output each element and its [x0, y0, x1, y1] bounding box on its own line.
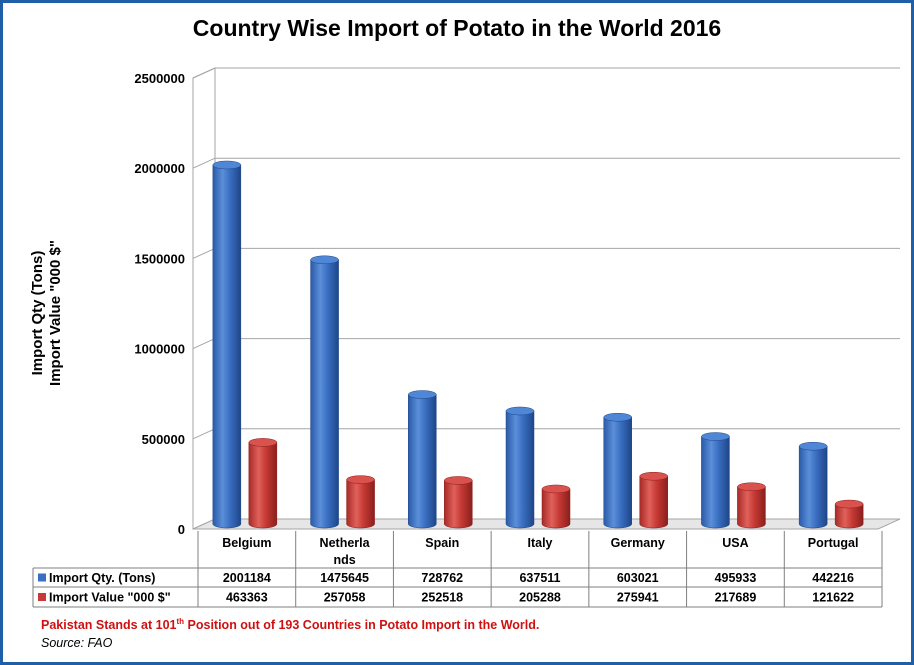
x-tick-label: Belgium [222, 536, 271, 550]
bar-qty-spain [408, 390, 437, 529]
x-tick-label: USA [722, 536, 748, 550]
table-cell: 728762 [421, 571, 463, 585]
legend-key-qty [38, 573, 46, 582]
bar-value-spain-body [444, 480, 473, 529]
table-cell: 121622 [812, 591, 854, 605]
bar-qty-portugal-cap [798, 441, 828, 451]
bar-value-portugal [834, 499, 864, 529]
bar-qty-italy-body [505, 410, 535, 529]
y-tick-label: 1000000 [134, 342, 185, 357]
bar-qty-netherlands [310, 255, 339, 529]
bar-value-portugal-cap [834, 499, 864, 509]
bar-qty-germany-cap [603, 412, 632, 422]
bar-qty-belgium-cap [212, 160, 242, 170]
footnote: Pakistan Stands at 101th Position out of… [41, 617, 539, 632]
table-cell: 603021 [617, 571, 659, 585]
side-wall [192, 67, 216, 530]
bar-qty-portugal [798, 441, 828, 529]
table-cell: 2001184 [223, 571, 271, 585]
footnote-superscript: th [176, 617, 185, 626]
bar-qty-belgium [212, 160, 242, 529]
bar-qty-usa [701, 432, 730, 529]
table-cell: 1475645 [320, 571, 369, 585]
y-tick-label: 0 [178, 522, 185, 537]
bar-value-spain-cap [444, 476, 473, 485]
x-tick-label: Italy [527, 536, 552, 550]
bar-value-spain [444, 476, 473, 529]
table-cell: 217689 [715, 591, 757, 605]
footnote-text-end: Position out of 193 Countries in Potato … [184, 618, 540, 633]
gridline-side [192, 157, 216, 169]
x-tick-label: nds [333, 553, 355, 567]
y-tick-label: 500000 [142, 432, 185, 447]
bar-qty-italy [505, 406, 535, 529]
bar-qty-portugal-body [798, 445, 828, 529]
bar-chart-plot: 0 500000 1000000 1500000 2000000 2500000 Belg… [32, 67, 901, 608]
gridline-side [192, 428, 216, 440]
table-cell: 252518 [421, 591, 463, 605]
table-cell: 495933 [715, 571, 757, 585]
data-table: Belgium Netherla nds Spain Italy Germany USA Po… [32, 531, 883, 608]
bar-value-italy-body [541, 488, 571, 529]
table-cell: 205288 [519, 591, 561, 605]
gridline-side [192, 247, 216, 259]
bar-qty-germany [603, 412, 632, 529]
x-tick-label: Portugal [808, 536, 859, 550]
footnote-text: Pakistan Stands at 101 [41, 618, 177, 633]
bar-value-belgium [248, 438, 278, 529]
legend-label: Import Qty. (Tons) [49, 571, 155, 585]
bar-value-germany [639, 471, 668, 529]
bar-qty-netherlands-cap [310, 255, 339, 265]
x-tick-label: Germany [611, 536, 665, 550]
x-tick-label: Netherla [320, 536, 371, 550]
bar-value-belgium-cap [248, 438, 278, 447]
bar-value-usa-body [737, 486, 766, 529]
bar-qty-germany-body [603, 416, 632, 529]
bar-qty-netherlands-body [310, 259, 339, 529]
gridline-side [192, 67, 216, 79]
bar-value-italy [541, 484, 571, 529]
table-cell: 637511 [519, 571, 560, 585]
y-tick-label: 2500000 [134, 71, 185, 86]
bar-qty-spain-cap [408, 390, 437, 399]
bar-value-netherlands [346, 475, 375, 529]
bar-value-netherlands-cap [346, 475, 375, 484]
table-cell: 275941 [617, 591, 659, 605]
bar-value-usa-cap [737, 482, 766, 491]
bar-value-italy-cap [541, 484, 571, 494]
bar-value-portugal-body [834, 503, 864, 529]
bar-qty-usa-cap [701, 432, 730, 441]
bars-layer [212, 160, 864, 529]
bar-value-germany-cap [639, 471, 668, 481]
bar-value-germany-body [639, 475, 668, 529]
table-cell: 257058 [324, 591, 366, 605]
source-note: Source: FAO [41, 636, 113, 650]
y-tick-label: 1500000 [134, 251, 185, 266]
legend-key-value [38, 593, 46, 601]
y-tick-label: 2000000 [134, 161, 185, 176]
bar-qty-spain-body [408, 394, 437, 529]
bar-value-belgium-body [248, 442, 278, 529]
bar-qty-usa-body [701, 436, 730, 529]
x-tick-label: Spain [425, 536, 459, 550]
legend-label: Import Value "000 $" [49, 591, 171, 605]
table-cell: 463363 [226, 591, 268, 605]
gridline-side [192, 338, 216, 350]
table-cell: 442216 [812, 571, 854, 585]
chart-title: Country Wise Import of Potato in the Wor… [192, 15, 722, 41]
bar-qty-belgium-body [212, 164, 242, 529]
bar-value-netherlands-body [346, 479, 375, 529]
bar-value-usa [737, 482, 766, 529]
bar-qty-italy-cap [505, 406, 535, 416]
